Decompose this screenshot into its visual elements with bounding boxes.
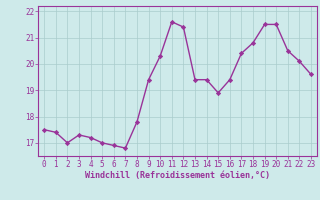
X-axis label: Windchill (Refroidissement éolien,°C): Windchill (Refroidissement éolien,°C) [85, 171, 270, 180]
